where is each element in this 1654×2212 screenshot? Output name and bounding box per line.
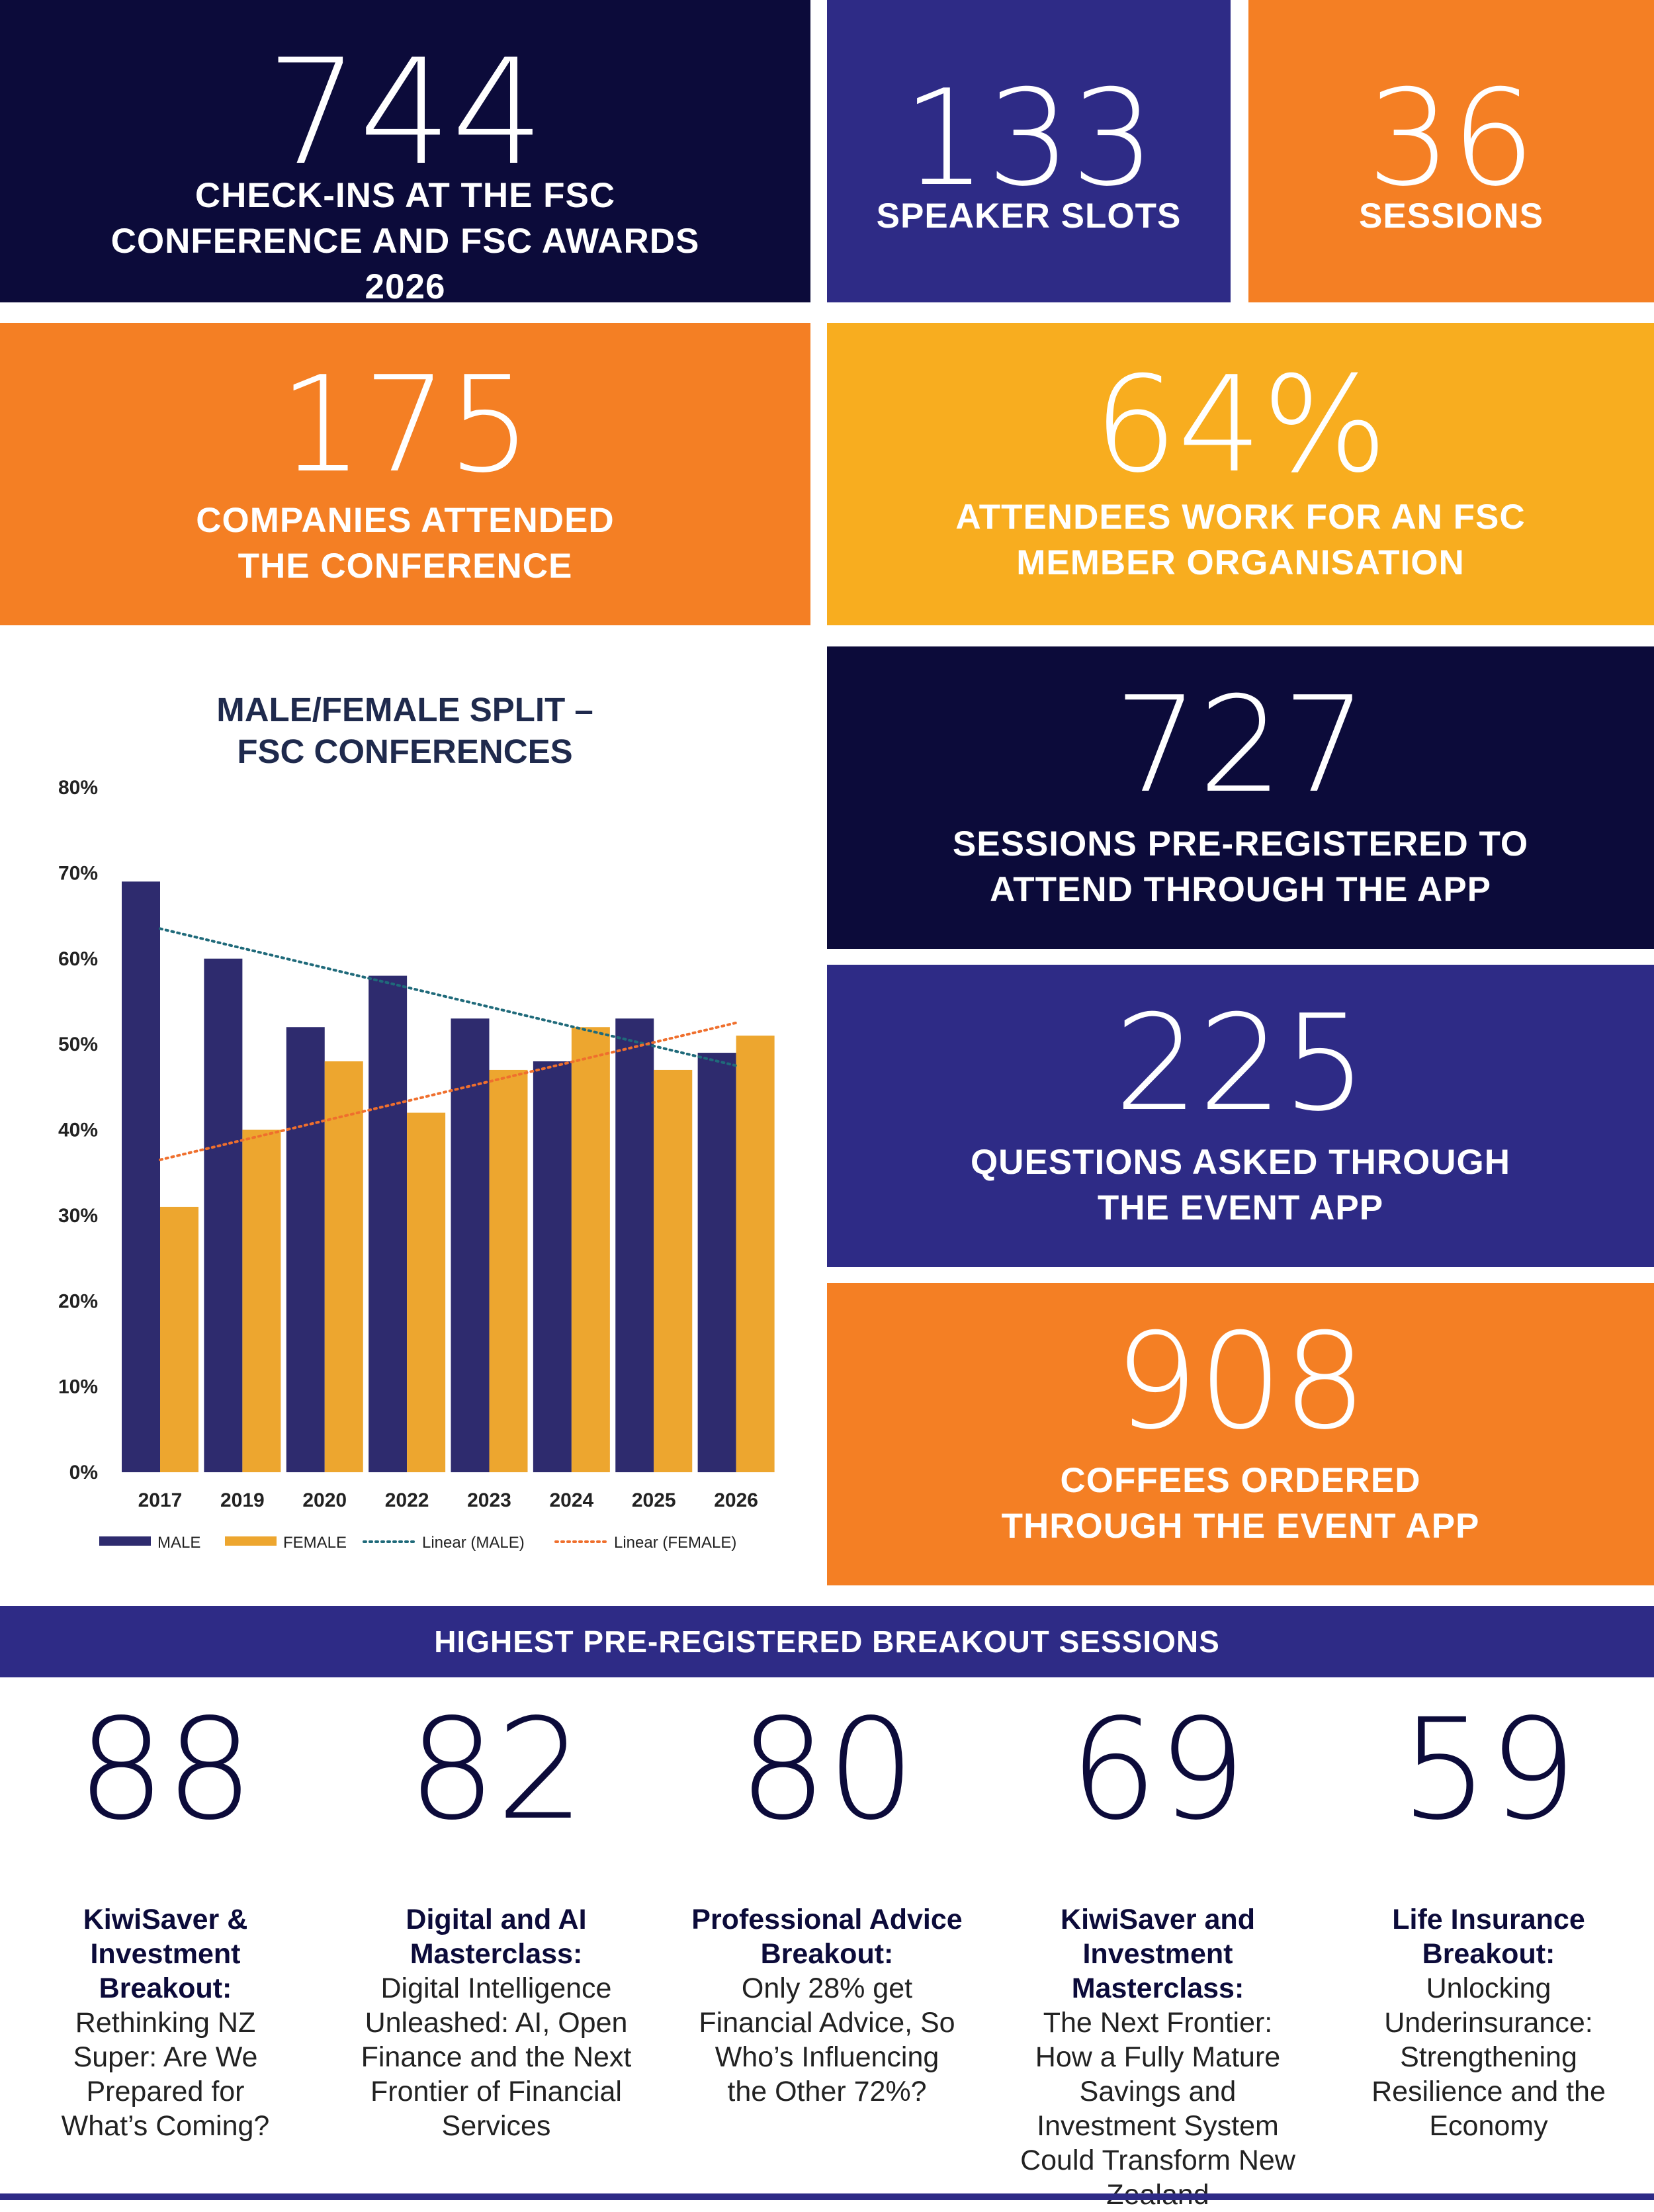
- female-bar: [571, 1027, 610, 1472]
- legend-label: Linear (MALE): [422, 1534, 525, 1552]
- male-bar: [451, 1018, 490, 1472]
- legend-swatch: [99, 1536, 151, 1546]
- legend-label: Linear (FEMALE): [614, 1534, 736, 1552]
- breakout-description: Only 28% get Financial Advice, So Who’s …: [699, 1972, 955, 2107]
- breakout-description: Unlocking Underinsurance: Strengthening …: [1371, 1972, 1606, 2142]
- chart-title: MALE/FEMALE SPLIT –: [216, 691, 593, 729]
- companies-label: COMPANIES ATTENDED THE CONFERENCE: [196, 501, 615, 586]
- prereg-label: SESSIONS PRE-REGISTERED TO ATTEND THROUG…: [952, 824, 1529, 909]
- coffees-tile: 908 COFFEES ORDERED THROUGH THE EVENT AP…: [827, 1283, 1654, 1585]
- chart-title-line2: FSC CONFERENCES: [237, 732, 572, 770]
- breakout-heading: HIGHEST PRE-REGISTERED BREAKOUT SESSIONS: [0, 1606, 1654, 1677]
- coffees-value: 908: [1114, 1305, 1367, 1459]
- y-tick-label: 20%: [58, 1290, 98, 1312]
- male-bar: [122, 881, 160, 1472]
- companies-tile: 175 COMPANIES ATTENDED THE CONFERENCE: [0, 323, 810, 625]
- breakout-count: 82: [408, 1689, 585, 1851]
- breakout-item-1: 88 KiwiSaver & Investment Breakout: Reth…: [7, 1701, 324, 2143]
- female-bar: [407, 1112, 446, 1472]
- x-tick-label: 2024: [550, 1489, 594, 1511]
- breakout-count: 59: [1400, 1689, 1577, 1851]
- checkins-value: 744: [266, 28, 544, 197]
- chart-canvas: MALE/FEMALE SPLIT – FSC CONFERENCES 0% 10…: [58, 691, 775, 1552]
- x-tick-label: 2020: [302, 1489, 347, 1511]
- y-tick-label: 50%: [58, 1034, 98, 1055]
- legend-label: MALE: [157, 1534, 200, 1552]
- speakers-value: 133: [902, 62, 1155, 216]
- footer-rule: [0, 2193, 1654, 2200]
- checkins-tile: 744 CHECK-INS AT THE FSC CONFERENCE AND …: [0, 0, 810, 306]
- member-tile: 64% ATTENDEES WORK FOR AN FSC MEMBER ORG…: [827, 323, 1654, 625]
- breakout-item-4: 69 KiwiSaver and Investment Masterclass:…: [999, 1701, 1317, 2212]
- y-tick-label: 40%: [58, 1120, 98, 1141]
- female-bar: [736, 1036, 775, 1472]
- y-tick-label: 0%: [69, 1462, 98, 1483]
- male-bar: [533, 1061, 572, 1472]
- y-tick-label: 10%: [58, 1376, 98, 1398]
- breakout-count: 69: [1069, 1689, 1246, 1851]
- legend-swatch: [225, 1536, 277, 1546]
- male-bar: [286, 1027, 325, 1472]
- breakout-title: Life Insurance Breakout:: [1392, 1904, 1585, 1970]
- y-tick-label: 60%: [58, 948, 98, 970]
- x-tick-label: 2023: [467, 1489, 511, 1511]
- breakout-title: KiwiSaver and Investment Masterclass:: [1061, 1904, 1255, 2004]
- female-bar: [654, 1069, 693, 1472]
- breakout-description: Digital Intelligence Unleashed: AI, Open…: [361, 1972, 632, 2142]
- female-trendline: [159, 1021, 738, 1161]
- speakers-tile: 133 SPEAKER SLOTS: [827, 0, 1231, 302]
- checkins-label: CHECK-INS AT THE FSC CONFERENCE AND FSC …: [110, 176, 700, 306]
- female-bar: [324, 1061, 363, 1472]
- prereg-tile: 727 SESSIONS PRE-REGISTERED TO ATTEND TH…: [827, 646, 1654, 949]
- speakers-label: SPEAKER SLOTS: [876, 197, 1182, 236]
- sessions-tile: 36 SESSIONS: [1248, 0, 1654, 302]
- member-label: ATTENDEES WORK FOR AN FSC MEMBER ORGANIS…: [955, 498, 1526, 582]
- questions-value: 225: [1114, 987, 1367, 1141]
- female-bar: [242, 1129, 281, 1472]
- breakout-description: Rethinking NZ Super: Are We Prepared for…: [61, 2007, 270, 2142]
- male-bar: [697, 1053, 736, 1472]
- breakout-count: 80: [738, 1689, 916, 1851]
- breakout-item-2: 82 Digital and AI Masterclass: Digital I…: [337, 1701, 655, 2143]
- breakout-item-3: 80 Professional Advice Breakout: Only 28…: [668, 1701, 986, 2109]
- sessions-value: 36: [1367, 62, 1536, 216]
- x-tick-label: 2022: [385, 1489, 429, 1511]
- male-bar: [369, 975, 408, 1472]
- y-tick-label: 80%: [58, 777, 98, 799]
- x-tick-label: 2019: [220, 1489, 265, 1511]
- x-tick-label: 2026: [714, 1489, 758, 1511]
- prereg-value: 727: [1114, 668, 1367, 822]
- x-tick-label: 2017: [138, 1489, 183, 1511]
- gender-split-chart: MALE/FEMALE SPLIT – FSC CONFERENCES 0% 10…: [0, 662, 810, 1588]
- questions-tile: 225 QUESTIONS ASKED THROUGH THE EVENT AP…: [827, 965, 1654, 1267]
- breakout-title: KiwiSaver & Investment Breakout:: [83, 1904, 248, 2004]
- breakout-item-5: 59 Life Insurance Breakout: Unlocking Un…: [1330, 1701, 1647, 2143]
- female-bar: [489, 1069, 528, 1472]
- questions-label: QUESTIONS ASKED THROUGH THE EVENT APP: [970, 1143, 1511, 1227]
- legend-label: FEMALE: [283, 1534, 347, 1552]
- male-bar: [204, 958, 243, 1472]
- y-tick-label: 70%: [58, 862, 98, 884]
- y-tick-label: 30%: [58, 1205, 98, 1227]
- male-trendline: [159, 927, 738, 1067]
- male-bar: [615, 1018, 654, 1472]
- breakout-title: Digital and AI Masterclass:: [406, 1904, 587, 1970]
- companies-value: 175: [279, 348, 532, 502]
- breakout-title: Professional Advice Breakout:: [691, 1904, 963, 1970]
- breakout-description: The Next Frontier: How a Fully Mature Sa…: [1020, 2007, 1295, 2211]
- sessions-label: SESSIONS: [1359, 197, 1544, 236]
- breakout-count: 88: [77, 1689, 254, 1851]
- coffees-label: COFFEES ORDERED THROUGH THE EVENT APP: [1001, 1461, 1480, 1546]
- female-bar: [160, 1206, 198, 1472]
- x-tick-label: 2025: [632, 1489, 676, 1511]
- member-value: 64%: [1093, 348, 1388, 502]
